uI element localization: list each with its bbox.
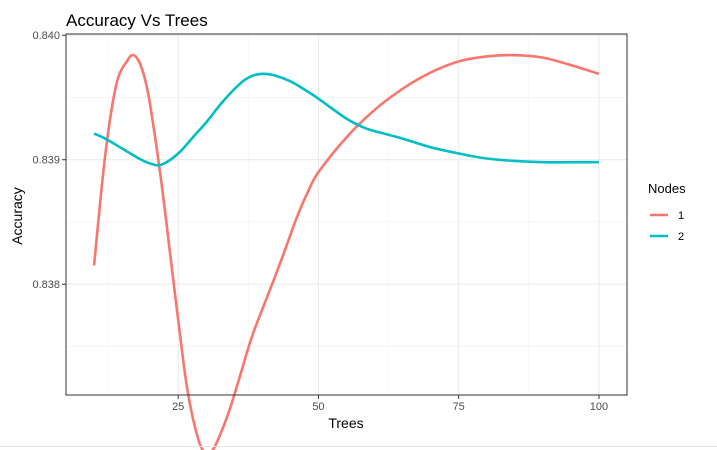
y-tick-label: 0.838 [32,279,60,291]
grid-minor [66,34,627,395]
series-line-1 [92,53,600,450]
series-line-2 [93,72,599,167]
x-tick-label: 50 [312,401,324,413]
grid-major [66,34,627,395]
y-axis-title: Accuracy [9,187,25,245]
y-tick-label: 0.839 [32,155,60,167]
y-axis: 0.838 0.839 0.840 [32,30,66,291]
legend: Nodes 12 [648,181,686,243]
chart-title: Accuracy Vs Trees [66,11,208,30]
x-tick-label: 25 [172,401,184,413]
y-tick-label: 0.840 [32,30,60,42]
legend-label-1: 1 [678,210,684,222]
plot-panel [66,34,627,395]
legend-title: Nodes [648,181,686,196]
bottom-rule [0,446,717,447]
legend-label-2: 2 [678,231,684,243]
x-tick-label: 100 [590,401,608,413]
x-tick-label: 75 [453,401,465,413]
legend-keys: 12 [650,210,684,243]
plot-border [65,33,628,396]
x-axis: 25 50 75 100 [172,395,608,413]
x-axis-title: Trees [328,415,363,431]
series-lines [92,53,600,450]
